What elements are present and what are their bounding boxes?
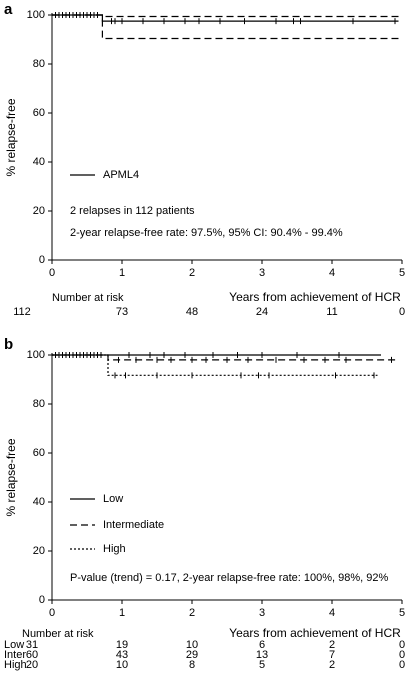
- x-tick-label: 3: [259, 607, 265, 619]
- x-axis-title: Years from achievement of HCR: [229, 626, 401, 640]
- at-risk-value: 6: [259, 639, 265, 651]
- panel-letter: a: [4, 1, 13, 18]
- x-tick-label: 5: [399, 267, 405, 279]
- x-tick-label: 1: [119, 267, 125, 279]
- at-risk-value: 20: [26, 659, 38, 671]
- x-tick-label: 3: [259, 267, 265, 279]
- y-tick-label: 80: [33, 398, 45, 410]
- y-tick-label: 40: [33, 156, 45, 168]
- y-axis-title: % relapse-free: [4, 438, 18, 516]
- at-risk-value: 29: [186, 649, 198, 661]
- at-risk-value: 31: [26, 639, 38, 651]
- x-tick-label: 5: [399, 607, 405, 619]
- y-tick-label: 20: [33, 545, 45, 557]
- x-tick-label: 1: [119, 607, 125, 619]
- at-risk-value: 10: [186, 639, 198, 651]
- at-risk-value: 0: [399, 649, 405, 661]
- x-axis-title: Years from achievement of HCR: [229, 290, 401, 304]
- survival-curve: [52, 354, 378, 376]
- annotation: P-value (trend) = 0.17, 2-year relapse-f…: [70, 572, 388, 584]
- x-tick-label: 2: [189, 267, 195, 279]
- at-risk-value: 73: [116, 306, 128, 318]
- at-risk-value: 0: [399, 659, 405, 671]
- panel-letter: b: [4, 336, 13, 353]
- legend-label: Intermediate: [103, 519, 164, 531]
- annotation: 2 relapses in 112 patients: [70, 205, 195, 217]
- survival-curve: [52, 354, 399, 361]
- y-tick-label: 60: [33, 107, 45, 119]
- at-risk-value: 24: [256, 306, 268, 318]
- x-tick-label: 4: [329, 607, 335, 619]
- at-risk-value: 5: [259, 659, 265, 671]
- survival-curve: [52, 14, 399, 22]
- x-tick-label: 0: [49, 607, 55, 619]
- annotation: 2-year relapse-free rate: 97.5%, 95% CI:…: [70, 227, 343, 239]
- at-risk-value: 11: [326, 306, 337, 318]
- y-tick-label: 100: [27, 349, 45, 361]
- y-tick-label: 20: [33, 205, 45, 217]
- at-risk-value: 48: [186, 306, 198, 318]
- at-risk-value: 112: [13, 306, 31, 318]
- at-risk-value: 10: [116, 659, 128, 671]
- at-risk-value: 60: [26, 649, 38, 661]
- y-tick-label: 0: [39, 254, 45, 266]
- at-risk-label: Number at risk: [52, 292, 124, 304]
- at-risk-value: 0: [399, 639, 405, 651]
- survival-curve: [52, 14, 399, 40]
- at-risk-value: 7: [329, 649, 335, 661]
- y-tick-label: 0: [39, 594, 45, 606]
- y-tick-label: 60: [33, 447, 45, 459]
- at-risk-group: Inter: [4, 649, 26, 661]
- x-tick-label: 4: [329, 267, 335, 279]
- at-risk-group: Low: [4, 639, 24, 651]
- x-tick-label: 2: [189, 607, 195, 619]
- at-risk-value: 0: [399, 306, 405, 318]
- at-risk-group: High: [4, 659, 27, 671]
- y-tick-label: 100: [27, 9, 45, 21]
- legend-label: High: [103, 543, 126, 555]
- at-risk-value: 19: [116, 639, 128, 651]
- at-risk-value: 13: [256, 649, 268, 661]
- at-risk-label: Number at risk: [22, 628, 94, 640]
- x-tick-label: 0: [49, 267, 55, 279]
- at-risk-value: 2: [329, 639, 335, 651]
- at-risk-value: 43: [116, 649, 128, 661]
- legend-label: Low: [103, 493, 123, 505]
- legend-label: APML4: [103, 169, 139, 181]
- at-risk-value: 8: [189, 659, 195, 671]
- y-tick-label: 40: [33, 496, 45, 508]
- y-axis-title: % relapse-free: [4, 98, 18, 176]
- y-tick-label: 80: [33, 58, 45, 70]
- survival-curve: [52, 14, 399, 18]
- at-risk-value: 2: [329, 659, 335, 671]
